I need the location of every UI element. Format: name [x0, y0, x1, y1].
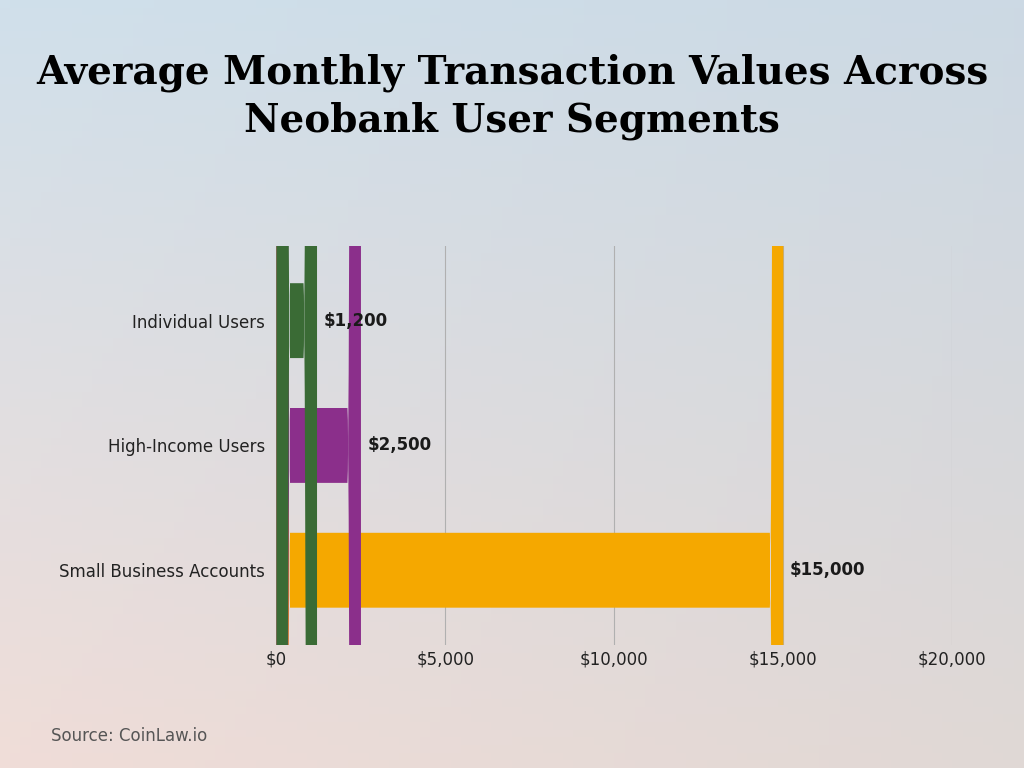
Text: Source: CoinLaw.io: Source: CoinLaw.io — [51, 727, 208, 745]
FancyBboxPatch shape — [276, 0, 783, 768]
Text: $2,500: $2,500 — [368, 436, 432, 455]
FancyBboxPatch shape — [276, 0, 317, 768]
FancyBboxPatch shape — [276, 0, 361, 768]
Text: $15,000: $15,000 — [791, 561, 865, 579]
Text: Average Monthly Transaction Values Across
Neobank User Segments: Average Monthly Transaction Values Acros… — [36, 54, 988, 140]
Text: $1,200: $1,200 — [324, 312, 388, 329]
